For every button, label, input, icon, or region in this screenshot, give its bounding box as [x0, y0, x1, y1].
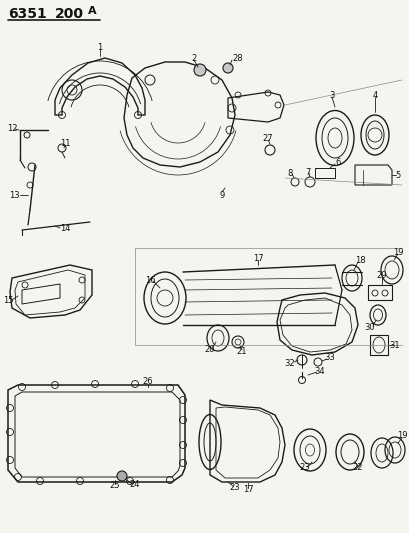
Text: 24: 24	[129, 481, 140, 489]
Text: 3: 3	[328, 91, 334, 100]
Text: A: A	[88, 6, 97, 16]
Text: 29: 29	[376, 271, 387, 279]
Text: 6351: 6351	[8, 7, 47, 21]
Text: 17: 17	[242, 486, 253, 495]
Text: 9: 9	[219, 190, 224, 199]
Text: 15: 15	[3, 295, 13, 304]
Circle shape	[117, 471, 127, 481]
Text: 4: 4	[371, 91, 377, 100]
Text: 13: 13	[9, 190, 19, 199]
Text: 31: 31	[389, 341, 399, 350]
Text: 16: 16	[144, 276, 155, 285]
Text: 20: 20	[204, 345, 215, 354]
Text: 25: 25	[110, 481, 120, 490]
Text: 30: 30	[364, 324, 374, 333]
Text: 12: 12	[7, 124, 17, 133]
Text: 6: 6	[335, 157, 340, 166]
Text: 33: 33	[324, 353, 335, 362]
Circle shape	[222, 63, 232, 73]
Text: 5: 5	[394, 171, 400, 180]
Text: 23: 23	[229, 483, 240, 492]
Text: 11: 11	[60, 139, 70, 148]
Text: 21: 21	[236, 348, 247, 357]
Circle shape	[193, 64, 205, 76]
Text: 18: 18	[354, 255, 364, 264]
Text: 23: 23	[299, 464, 310, 472]
Text: 34: 34	[314, 367, 324, 376]
Text: 17: 17	[252, 254, 263, 262]
Text: 7: 7	[305, 167, 310, 176]
Text: 32: 32	[284, 359, 294, 367]
Text: 2: 2	[191, 53, 196, 62]
Text: 22: 22	[352, 464, 362, 472]
Text: 1: 1	[97, 43, 102, 52]
Text: 14: 14	[60, 223, 70, 232]
Text: 19: 19	[392, 247, 402, 256]
Text: 26: 26	[142, 377, 153, 386]
Text: 200: 200	[55, 7, 84, 21]
Text: 28: 28	[232, 53, 243, 62]
Text: 8: 8	[287, 168, 292, 177]
Text: 19: 19	[396, 432, 406, 440]
Text: 27: 27	[262, 133, 273, 142]
